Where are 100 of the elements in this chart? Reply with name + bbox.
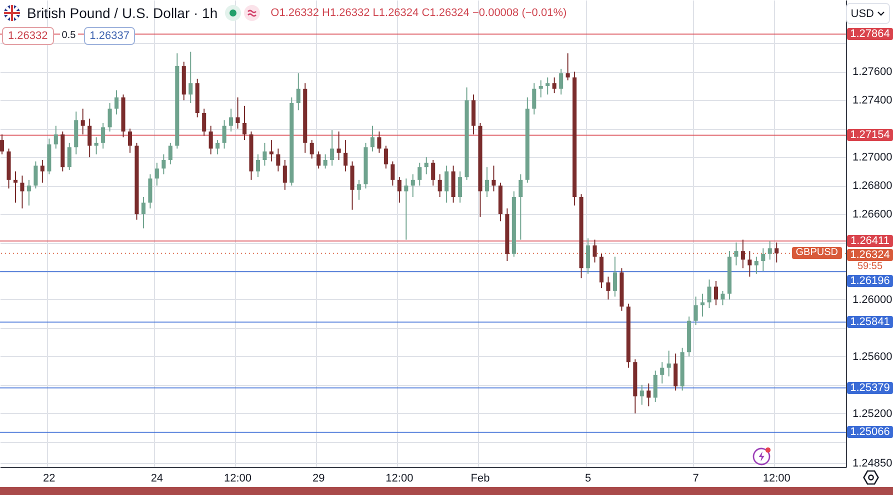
candlestick [114,90,119,115]
candlestick [256,154,260,178]
x-tick-label: Feb [470,472,490,484]
candlestick [390,160,395,186]
candlestick [444,165,449,204]
ref-line-label: 1.26196 [847,274,893,287]
candlestick [20,175,24,209]
annotation: 1.26332 [2,27,54,45]
candlestick [774,242,779,263]
candlestick [296,72,300,111]
candlestick [418,162,422,186]
candlestick [518,174,523,240]
y-tick-label: 1.25200 [852,408,892,420]
y-tick-label: 1.26600 [852,208,892,221]
candlestick [282,159,287,190]
x-tick-label: 12:00 [762,472,790,484]
candlestick [108,102,112,132]
annotation: 0.5 [60,30,78,42]
candlestick [13,170,18,204]
candlestick [734,242,738,266]
candlestick [458,170,462,204]
candlestick [754,256,758,274]
candlestick [222,120,226,150]
candlestick [674,353,678,392]
candlestick [431,159,436,186]
candlestick [397,176,402,204]
candlestick [236,96,240,130]
x-tick-label: 7 [692,472,699,484]
candlestick [640,384,644,406]
candlestick [740,239,745,269]
candlestick [606,276,610,300]
candlestick [552,76,556,94]
candlestick [94,136,98,155]
annotation: GBPUSD [792,247,842,260]
candlestick [748,250,752,278]
ref-line-label: 1.25066 [847,426,893,438]
candlestick [40,159,44,184]
candlestick [330,130,334,166]
x-tick-label: 12:00 [386,472,414,484]
candlestick [492,165,496,192]
candlestick [101,122,106,150]
candlestick [660,362,664,384]
candlestick [377,131,382,154]
candlestick [276,148,280,172]
candlestick [162,154,166,175]
text: 59:55 [847,260,893,273]
x-tick-label: 29 [312,472,325,484]
candlestick [202,108,206,136]
candlestick [538,80,543,98]
ref-line-label: 1.27864 [847,28,893,40]
y-tick-label: 1.27400 [852,94,892,107]
y-tick-label: 1.27000 [852,152,892,164]
ref-line-label: 1.26411 [847,234,893,247]
chart-title: British Pound / U.S. Dollar · 1h [27,5,218,21]
candlestick [262,142,267,166]
candlestick [410,174,415,198]
ref-line-label: 1.25379 [847,382,893,394]
candlestick [424,156,428,175]
candlestick [316,150,321,170]
candlestick [370,125,375,152]
candlestick [720,290,725,306]
text: O1.26332 H1.26332 L1.26324 C1.26324 −0.00008 (−0.01%) [270,7,567,19]
candlestick [336,131,341,160]
candlestick [88,118,92,158]
y-tick-label: 1.26000 [852,294,892,306]
ref-line-label: 1.25841 [847,316,893,328]
candlestick [54,125,58,150]
x-tick-label: 24 [150,472,164,484]
candlestick [612,256,617,298]
candlestick [269,140,274,162]
candlestick [559,68,564,96]
x-tick-label: 22 [43,472,56,484]
x-tick-label: 12:00 [224,472,252,484]
candlestick [154,162,159,186]
candlestick [216,140,220,155]
candlestick [484,166,490,198]
ref-line-label: 1.27154 [847,129,893,142]
candlestick [0,134,4,155]
candlestick [438,174,442,198]
candlestick [694,296,698,326]
candlestick [67,142,72,170]
ref-line-label: 1.26324 [847,248,893,261]
annotation: 1.26337 [84,27,136,45]
y-tick-label: 1.24850 [852,458,892,470]
candlestick [34,160,38,189]
candlestick [80,108,85,135]
candlestick [384,145,388,170]
candlestick [229,108,234,132]
candlestick [707,279,712,309]
candlestick [128,128,132,154]
candlestick [168,142,172,165]
candlestick [344,140,348,172]
candlestick [714,280,718,306]
text: USD [850,8,874,20]
candlestick [566,52,570,81]
candlestick [404,178,408,240]
candlestick [546,76,550,96]
candlestick [356,179,362,200]
candlestick [532,82,536,115]
candlestick [646,382,651,407]
